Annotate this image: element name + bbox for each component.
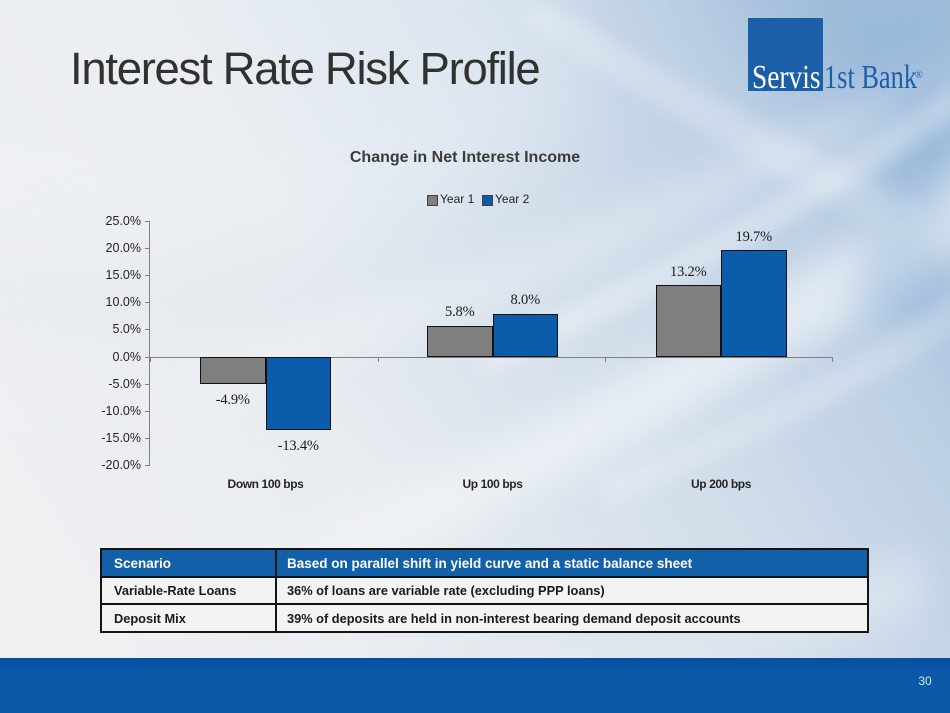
svg-text:Servis: Servis <box>752 59 821 96</box>
svg-text:®: ® <box>915 70 923 81</box>
svg-text:1st Bank: 1st Bank <box>824 59 917 96</box>
